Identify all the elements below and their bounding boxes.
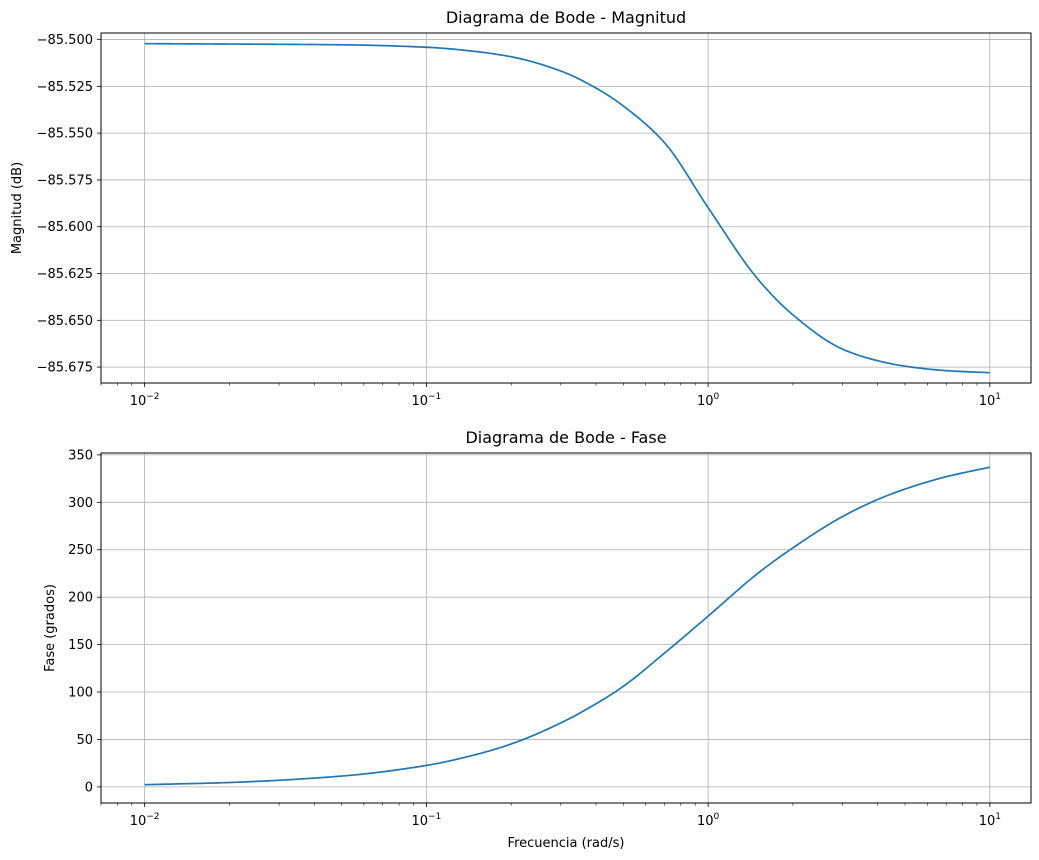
magnitude-series-line [144, 42, 990, 374]
magnitude-ytick-label: −85.625 [37, 267, 93, 282]
phase-axes-frame [100, 452, 1032, 804]
magnitude-grid [101, 33, 1031, 383]
magnitude-ytick-label: −85.500 [37, 33, 93, 48]
phase-ytick-label: 300 [68, 496, 93, 511]
magnitude-ticks: 10−2 10−1 100 101 −85.500 −85.525 −85.550 −85.5… [37, 33, 1001, 409]
phase-xlabel: Frecuencia (rad/s) [508, 836, 625, 851]
phase-xtick-label: 101 [979, 812, 1001, 829]
magnitude-ytick-label: −85.575 [37, 173, 93, 188]
magnitude-xtick-label: 101 [979, 392, 1001, 409]
magnitude-xtick-label: 10−2 [130, 392, 160, 409]
phase-series [144, 466, 991, 786]
phase-ytick-label: 50 [76, 733, 93, 748]
phase-ytick-label: 150 [68, 638, 93, 653]
phase-ytick-label: 350 [68, 448, 93, 463]
phase-panel: 10−2 10−1 100 101 0 50 100 150 200 250 300 350 Diag… [43, 428, 1032, 851]
phase-ytick-label: 250 [68, 543, 93, 558]
phase-xtick-label: 100 [697, 812, 720, 829]
phase-ylabel: Fase (grados) [43, 584, 58, 672]
phase-xtick-label: 10−2 [130, 812, 160, 829]
magnitude-ytick-label: −85.675 [37, 361, 93, 376]
phase-ytick-label: 200 [68, 591, 93, 606]
phase-grid [101, 453, 1031, 803]
magnitude-xtick-label: 10−1 [411, 392, 441, 409]
magnitude-ytick-label: −85.550 [37, 127, 93, 142]
magnitude-ytick-label: −85.600 [37, 220, 93, 235]
phase-series-line [144, 466, 991, 786]
magnitude-ylabel: Magnitud (dB) [10, 162, 25, 254]
magnitude-ytick-label: −85.525 [37, 80, 93, 95]
magnitude-series [144, 42, 990, 374]
phase-ytick-label: 100 [68, 686, 93, 701]
phase-title: Diagrama de Bode - Fase [465, 428, 666, 447]
phase-ticks: 10−2 10−1 100 101 0 50 100 150 200 250 300 350 [68, 448, 1001, 829]
magnitude-panel: 10−2 10−1 100 101 −85.500 −85.525 −85.550 −85.5… [10, 8, 1032, 409]
magnitude-axes-frame [100, 32, 1032, 384]
phase-xtick-label: 10−1 [411, 812, 441, 829]
magnitude-ytick-label: −85.650 [37, 314, 93, 329]
magnitude-title: Diagrama de Bode - Magnitud [446, 8, 686, 27]
phase-ytick-label: 0 [85, 780, 93, 795]
magnitude-xtick-label: 100 [697, 392, 720, 409]
